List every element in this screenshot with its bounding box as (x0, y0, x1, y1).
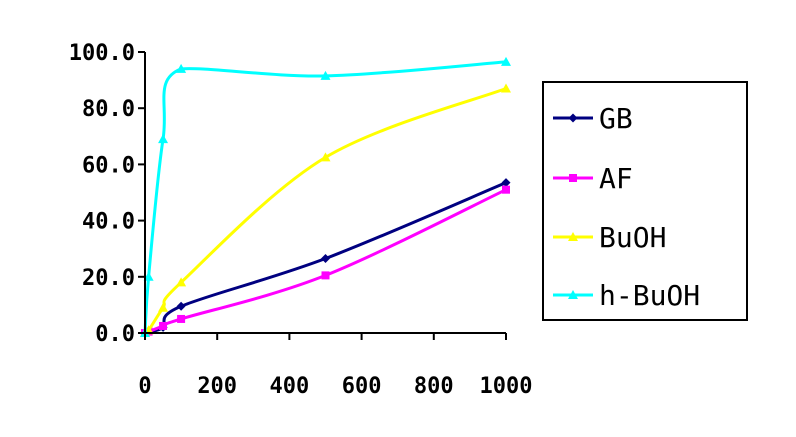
x-tick-label: 0 (138, 374, 151, 399)
legend-label-buoh: BuOH (599, 221, 666, 254)
data-point-buoh (158, 302, 169, 312)
legend: GB AF BuOH h-BuOH (542, 81, 748, 321)
data-point-af (321, 271, 330, 280)
x-tick-label: 400 (270, 374, 310, 399)
x-tick-label: 1000 (480, 374, 533, 399)
y-tick-label: 60.0 (82, 153, 135, 178)
data-point-h-buoh (176, 63, 187, 73)
data-point-h-buoh (320, 70, 331, 80)
y-tick-label: 40.0 (82, 210, 135, 235)
data-point-af (502, 185, 510, 194)
legend-box (542, 81, 748, 321)
legend-marker-af (569, 174, 577, 182)
data-point-h-buoh (501, 56, 511, 66)
legend-label-h-buoh: h-BuOH (599, 279, 700, 312)
legend-marker-h-buoh (568, 290, 578, 299)
data-point-buoh (176, 277, 187, 287)
data-point-af (177, 314, 186, 323)
data-point-af (159, 321, 168, 330)
data-point-buoh (320, 152, 331, 162)
data-point-gb (501, 178, 511, 188)
x-tick-label: 600 (342, 374, 382, 399)
data-point-h-buoh (158, 134, 169, 144)
series-line-buoh (144, 87, 507, 335)
legend-label-gb: GB (599, 102, 633, 135)
legend-label-af: AF (599, 162, 633, 195)
legend-marker-buoh (568, 232, 578, 241)
x-tick-label: 200 (197, 374, 237, 399)
plot-area (140, 56, 511, 338)
data-point-h-buoh (143, 271, 154, 281)
series-line-h-buoh (143, 60, 507, 334)
y-tick-label: 0.0 (95, 322, 135, 347)
legend-marker-gb (568, 113, 578, 123)
x-tick-label: 800 (414, 374, 454, 399)
data-point-gb (176, 301, 186, 311)
data-point-gb (321, 254, 330, 264)
y-tick-label: 20.0 (82, 266, 135, 291)
y-tick-label: 100.0 (69, 41, 135, 66)
y-tick-label: 80.0 (82, 97, 135, 122)
data-point-buoh (501, 83, 511, 93)
axes: 0.0 20.0 40.0 60.0 80.0 100.0 0 200 400 600 800 100… (69, 41, 533, 399)
